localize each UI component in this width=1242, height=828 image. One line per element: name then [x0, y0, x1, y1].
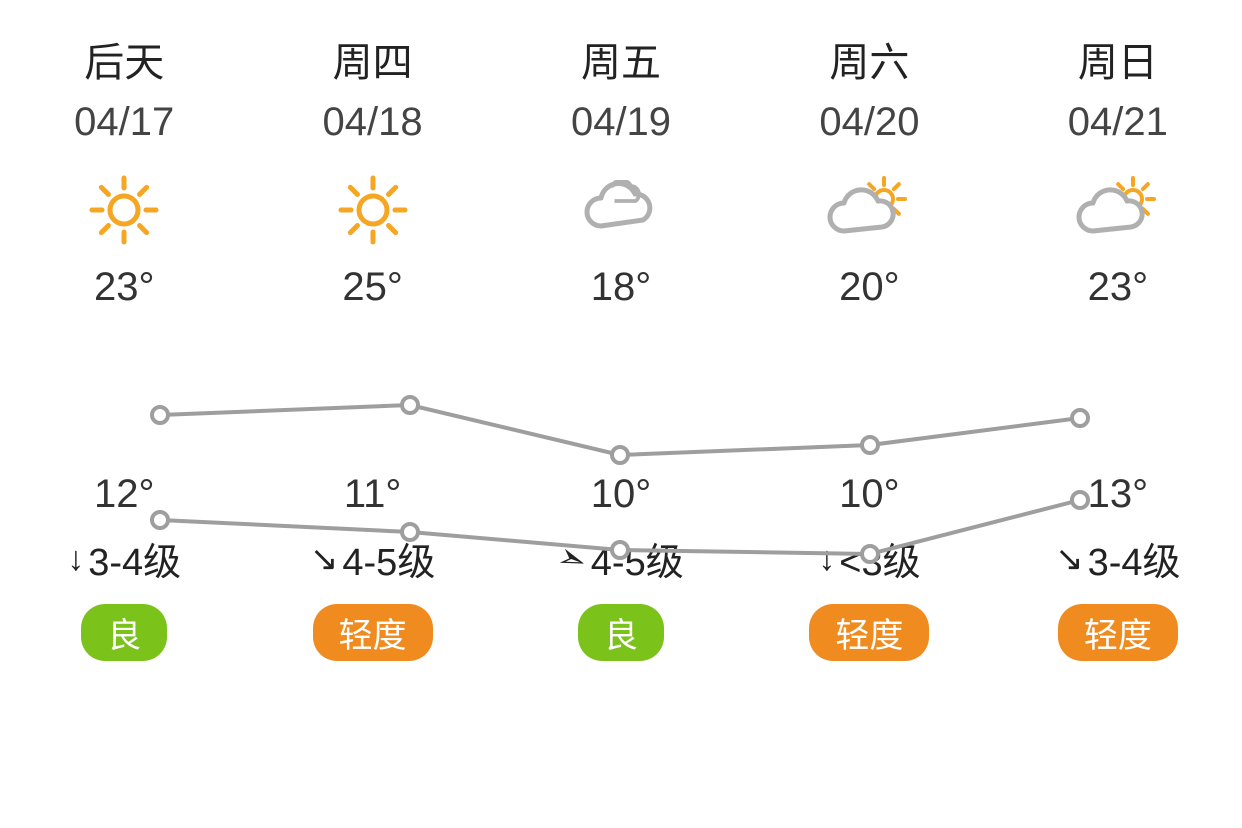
day-column-1[interactable]: 周四 04/18 25° 11° ↘ 4-5级 轻度 — [248, 30, 496, 808]
wind-direction-icon: ↘ — [310, 542, 339, 576]
wind-info: ↘ 4-5级 — [310, 531, 435, 586]
wind-direction-icon: ➣ — [553, 538, 591, 580]
aqi-badge: 良 — [81, 604, 167, 661]
low-temp: 13° — [1088, 472, 1149, 517]
aqi-badge: 轻度 — [1058, 604, 1178, 661]
day-date: 04/19 — [571, 100, 671, 145]
wind-info: ↓ 3-4级 — [67, 531, 181, 586]
low-temp: 12° — [94, 472, 155, 517]
weather-icon — [89, 165, 159, 255]
low-temp: 10° — [839, 472, 900, 517]
chart-spacer — [745, 316, 993, 466]
high-temp: 20° — [839, 265, 900, 310]
day-label: 周日 — [1078, 30, 1158, 88]
day-date: 04/18 — [323, 100, 423, 145]
low-temp: 10° — [591, 472, 652, 517]
weather-forecast: 后天 04/17 23° 12° ↓ 3-4级 良 周四 04/18 25° 1… — [0, 0, 1242, 828]
day-column-4[interactable]: 周日 04/21 23° 13° ↘ 3-4级 轻度 — [994, 30, 1242, 808]
high-temp: 23° — [94, 265, 155, 310]
day-label: 周四 — [333, 30, 413, 88]
day-label: 周六 — [829, 30, 909, 88]
weather-icon — [338, 165, 408, 255]
wind-level: 4-5级 — [342, 531, 435, 586]
weather-icon — [1073, 165, 1163, 255]
wind-level: 3-4级 — [1088, 531, 1181, 586]
chart-spacer — [497, 316, 745, 466]
low-temp: 11° — [344, 472, 402, 517]
high-temp: 25° — [342, 265, 403, 310]
high-temp: 23° — [1088, 265, 1149, 310]
day-date: 04/21 — [1068, 100, 1168, 145]
chart-spacer — [994, 316, 1242, 466]
day-label: 后天 — [84, 30, 164, 88]
day-column-0[interactable]: 后天 04/17 23° 12° ↓ 3-4级 良 — [0, 30, 248, 808]
weather-icon — [579, 165, 663, 255]
wind-level: <3级 — [839, 531, 920, 586]
day-date: 04/17 — [74, 100, 174, 145]
day-column-3[interactable]: 周六 04/20 20° 10° ↓ <3级 轻度 — [745, 30, 993, 808]
aqi-badge: 轻度 — [313, 604, 433, 661]
wind-info: ➣ 4-5级 — [558, 531, 683, 586]
wind-info: ↓ <3级 — [818, 531, 920, 586]
high-temp: 18° — [591, 265, 652, 310]
day-date: 04/20 — [819, 100, 919, 145]
weather-icon — [824, 165, 914, 255]
day-label: 周五 — [581, 30, 661, 88]
wind-level: 3-4级 — [88, 531, 181, 586]
wind-direction-icon: ↘ — [1055, 542, 1084, 576]
chart-spacer — [248, 316, 496, 466]
wind-level: 4-5级 — [591, 531, 684, 586]
aqi-badge: 轻度 — [809, 604, 929, 661]
wind-info: ↘ 3-4级 — [1055, 531, 1180, 586]
day-column-2[interactable]: 周五 04/19 18° 10° ➣ 4-5级 良 — [497, 30, 745, 808]
wind-direction-icon: ↓ — [67, 542, 84, 576]
chart-spacer — [0, 316, 248, 466]
wind-direction-icon: ↓ — [818, 542, 835, 576]
aqi-badge: 良 — [578, 604, 664, 661]
